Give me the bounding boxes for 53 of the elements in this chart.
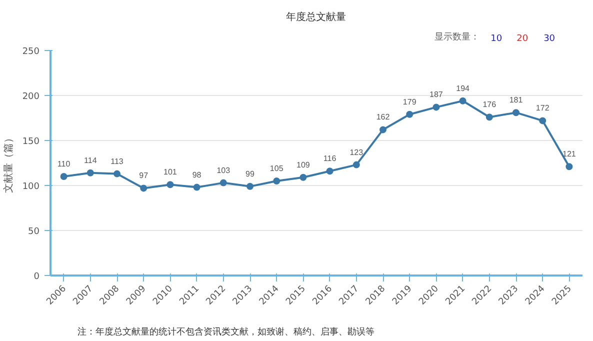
data-label: 194 (456, 84, 470, 93)
point (273, 178, 280, 184)
point (352, 161, 360, 168)
data-label: 176 (482, 100, 497, 110)
data-label: 101 (164, 168, 178, 177)
y-tick-label: 100 (22, 182, 40, 192)
text: 10 (490, 34, 502, 44)
point (326, 168, 334, 175)
text: 注：年度总文献量的统计不包含资讯类文献，如致谢、稿约、启事、勘误等 (77, 326, 374, 338)
point (300, 174, 307, 181)
data-label: 105 (270, 164, 284, 173)
point (566, 163, 573, 170)
y-tick-label: 0 (34, 272, 40, 282)
text: 30 (544, 34, 556, 44)
data-label: 113 (110, 156, 124, 166)
point (432, 104, 440, 111)
point (486, 114, 493, 121)
point (459, 97, 466, 104)
y-tick-label: 200 (22, 92, 40, 102)
data-label: 116 (323, 154, 337, 164)
point (166, 181, 174, 188)
data-label: 109 (296, 160, 310, 170)
data-label: 97 (139, 171, 149, 180)
data-label: 181 (509, 96, 524, 105)
data-label: 110 (57, 160, 71, 168)
data-label: 162 (376, 112, 390, 122)
point (86, 169, 94, 176)
point (60, 173, 68, 180)
y-tick-label: 50 (28, 227, 40, 237)
data-label: 114 (84, 156, 98, 165)
point (539, 117, 546, 124)
point (220, 179, 227, 186)
data-label: 121 (562, 150, 576, 159)
data-label: 123 (350, 148, 364, 157)
y-tick-label: 150 (22, 137, 40, 147)
text: 显示数量： (434, 32, 480, 42)
chart-title: 年度总文献量 (286, 11, 346, 23)
point (246, 182, 254, 190)
data-label: 179 (402, 97, 417, 106)
y-axis-title: 文献量（篇） (2, 133, 14, 193)
point (193, 184, 200, 191)
point (512, 109, 520, 116)
point (140, 184, 148, 192)
point (380, 126, 386, 134)
text: 20 (516, 34, 528, 44)
point (406, 110, 414, 118)
y-tick-label: 250 (22, 47, 40, 57)
data-label: 187 (430, 90, 444, 100)
point (114, 170, 120, 178)
data-label: 103 (216, 166, 231, 175)
data-label: 172 (536, 104, 550, 113)
data-label: 98 (192, 170, 202, 180)
data-label: 99 (246, 169, 255, 178)
